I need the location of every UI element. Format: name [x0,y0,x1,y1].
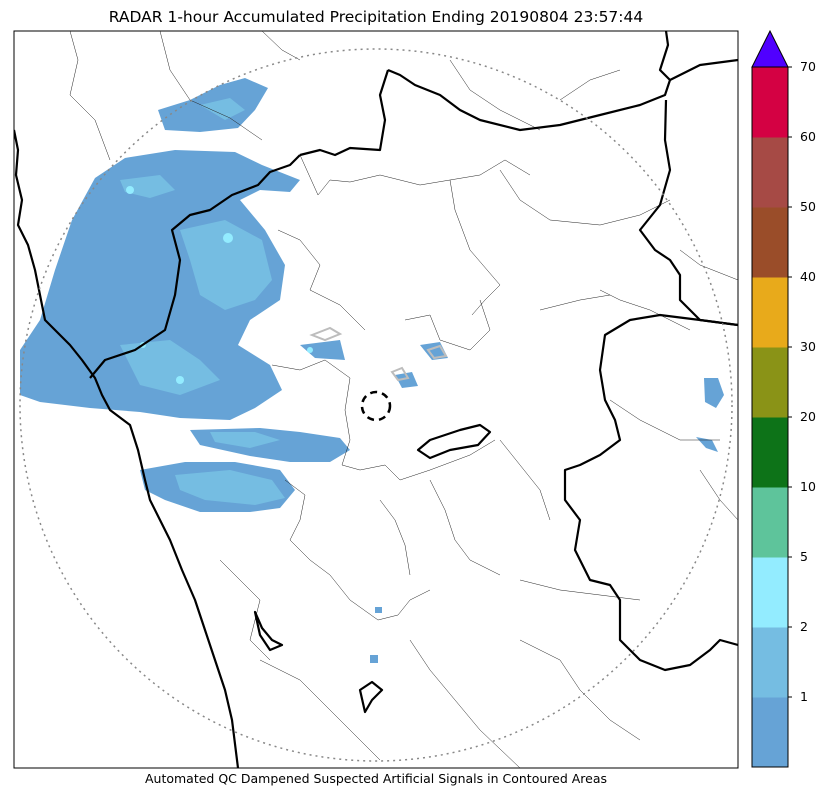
colorbar-tick-label: 1 [800,689,808,704]
colorbar-bin [752,487,788,558]
radar-range-ring [19,48,733,762]
colorbar-bin [752,137,788,208]
colorbar-tick-label: 40 [800,269,816,284]
colorbar-tick-label: 70 [800,59,816,74]
qc-note: Automated QC Dampened Suspected Artifici… [144,771,608,786]
precipitation-field [20,78,724,663]
colorbar-tick-label: 20 [800,409,816,424]
radar-site-marker [360,390,392,422]
colorbar-bin [752,207,788,278]
colorbar-tick-label: 60 [800,129,816,144]
colorbar-bin [752,627,788,698]
colorbar-bin [752,697,788,768]
colorbar-bin [752,557,788,628]
state-boundaries [14,31,738,768]
colorbar-tick-label: 2 [800,619,808,634]
district-boundaries [69,31,738,768]
colorbar [751,29,792,768]
colorbar-bin [752,67,788,138]
colorbar-tick-label: 50 [800,199,816,214]
colorbar-frame [751,66,789,768]
colorbar-bin [752,277,788,348]
colorbar-bin [752,417,788,488]
colorbar-extend-arrow [751,29,789,68]
colorbar-tick-label: 10 [800,479,816,494]
colorbar-tick-label: 5 [800,549,808,564]
colorbar-tick-label: 30 [800,339,816,354]
colorbar-bin [752,347,788,418]
map-title: RADAR 1-hour Accumulated Precipitation E… [108,8,644,26]
